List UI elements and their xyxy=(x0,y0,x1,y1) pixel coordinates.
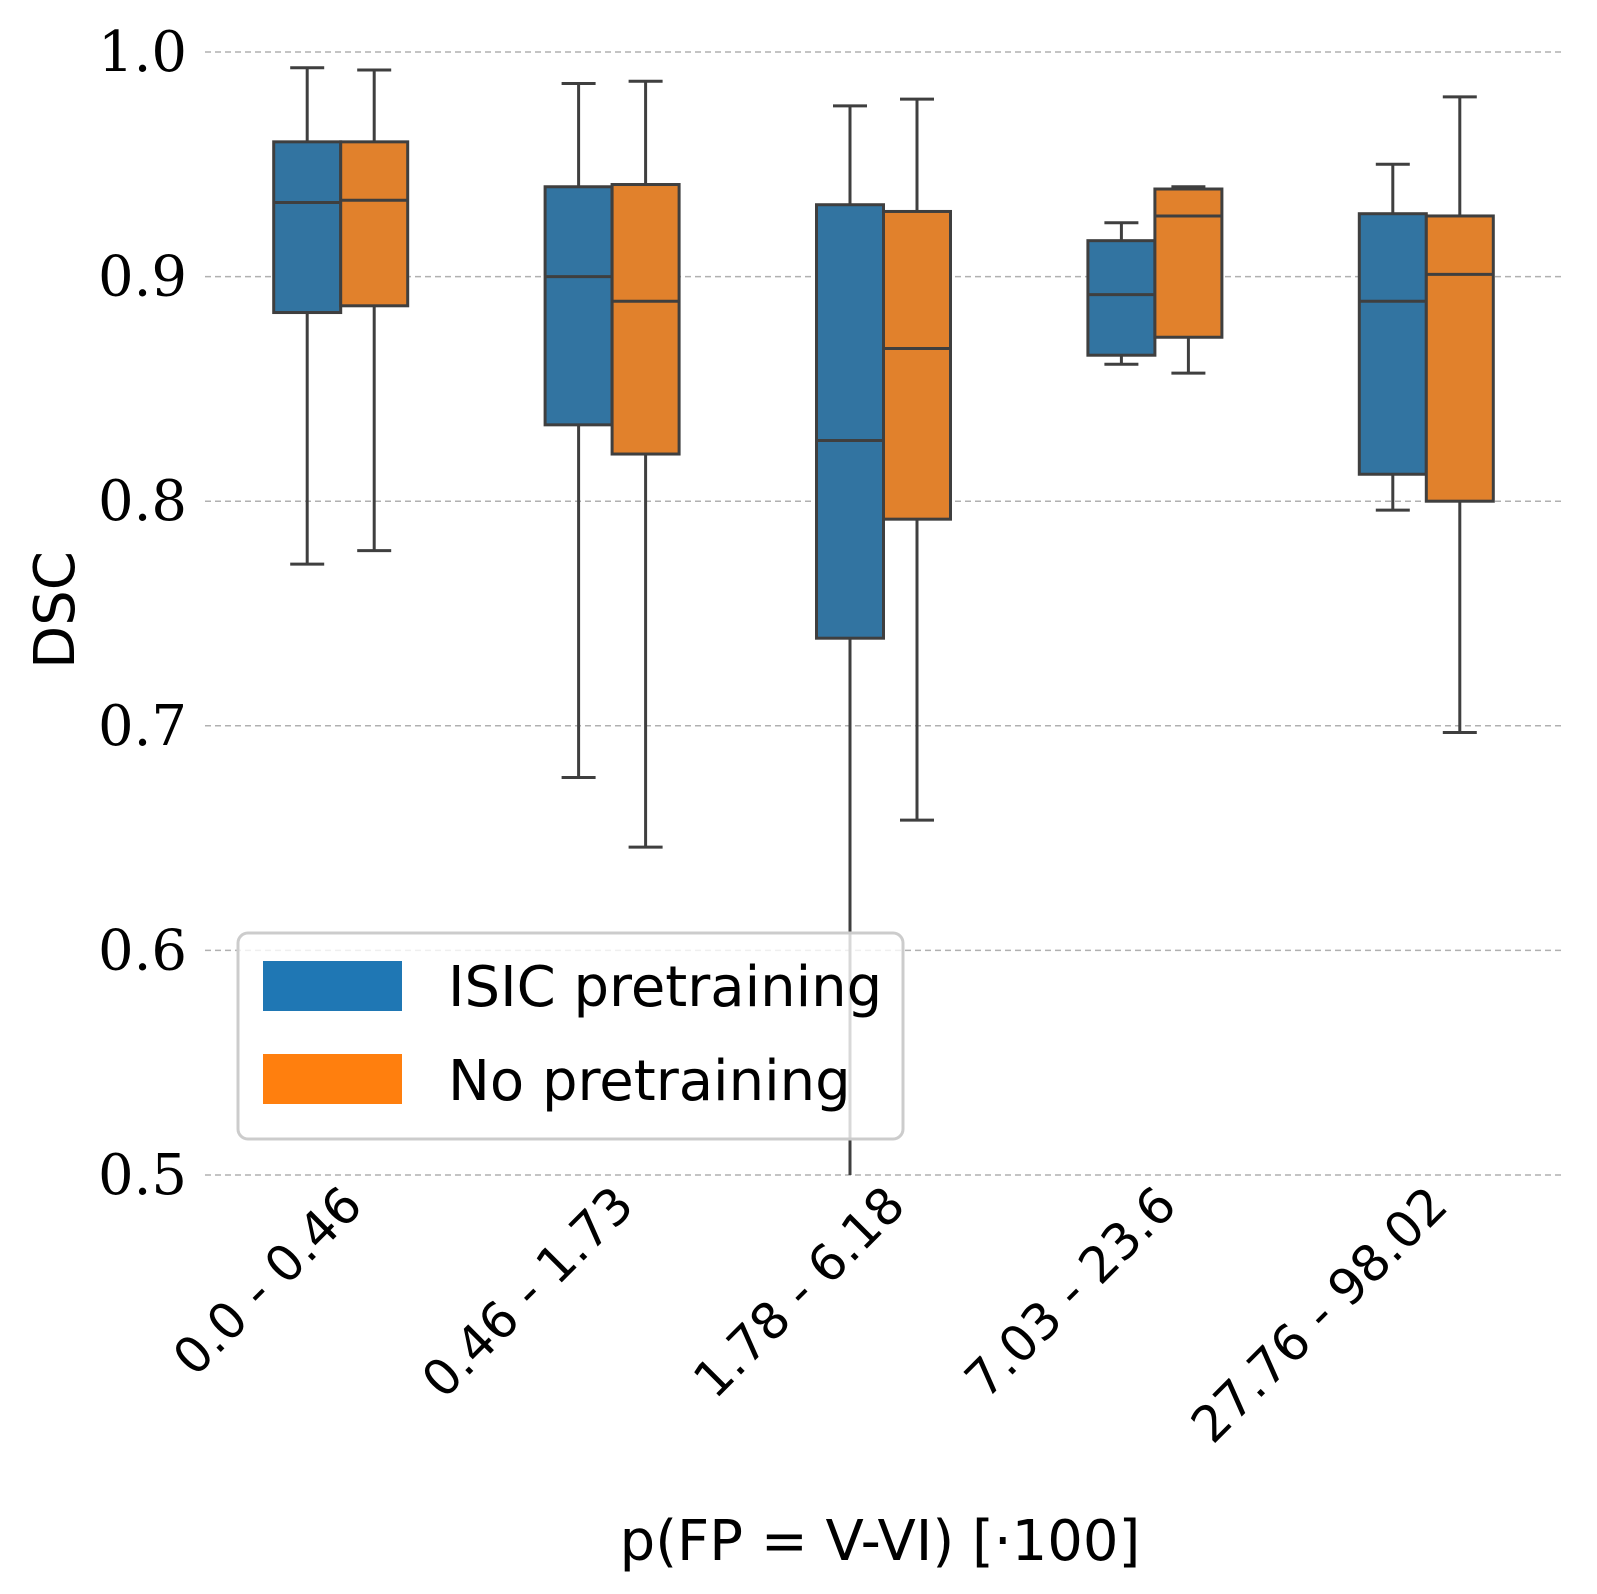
boxes xyxy=(272,66,1495,1175)
box-body xyxy=(882,209,952,521)
y-axis-ticks: 0.5 0.6 0.7 0.8 0.9 1.0 xyxy=(98,20,187,1208)
box-1-0 xyxy=(543,81,614,779)
box-body xyxy=(272,140,343,315)
y-tick-label-5: 1.0 xyxy=(98,20,187,85)
box-4-0 xyxy=(1357,162,1428,512)
box-3-0 xyxy=(1086,221,1157,366)
y-tick-label-3: 0.8 xyxy=(98,469,187,534)
box-body xyxy=(815,203,885,640)
x-axis-label: p(FP = V-VI) [·100] xyxy=(620,1509,1141,1574)
box-body xyxy=(1424,214,1495,503)
y-tick-label-1: 0.6 xyxy=(98,918,187,983)
legend: ISIC pretraining No pretraining xyxy=(236,931,905,1141)
legend-swatch-no-pretraining xyxy=(263,1054,402,1104)
box-body xyxy=(1357,212,1428,476)
box-3-1 xyxy=(1153,185,1224,375)
x-axis-ticks: 0.0 - 0.46 0.46 - 1.73 1.78 - 6.18 7.03 - 2… xyxy=(162,1175,1459,1454)
box-body xyxy=(339,140,410,308)
box-body xyxy=(1086,239,1157,357)
legend-label-isic: ISIC pretraining xyxy=(448,955,882,1020)
box-4-1 xyxy=(1424,95,1495,735)
box-body xyxy=(1153,187,1224,339)
x-tick-label-4: 27.76 - 98.02 xyxy=(1180,1175,1459,1454)
legend-frame xyxy=(236,931,905,1141)
y-tick-label-0: 0.5 xyxy=(98,1143,187,1208)
legend-swatch-isic xyxy=(263,961,402,1011)
x-tick-label-0: 0.0 - 0.46 xyxy=(162,1175,373,1386)
y-axis-label: DSC xyxy=(23,551,88,669)
x-tick-label-2: 1.78 - 6.18 xyxy=(682,1175,916,1409)
x-tick-label-3: 7.03 - 23.6 xyxy=(954,1175,1188,1409)
gridlines xyxy=(205,51,1562,1176)
box-0-0 xyxy=(272,66,343,566)
y-tick-label-2: 0.7 xyxy=(98,694,187,759)
box-0-1 xyxy=(339,68,410,553)
box-2-1 xyxy=(882,97,952,822)
x-tick-label-1: 0.46 - 1.73 xyxy=(411,1175,645,1409)
box-1-1 xyxy=(610,79,681,849)
box-body xyxy=(610,183,681,456)
y-tick-label-4: 0.9 xyxy=(98,245,187,310)
legend-label-no-pretraining: No pretraining xyxy=(448,1049,851,1114)
box-body xyxy=(543,185,614,427)
